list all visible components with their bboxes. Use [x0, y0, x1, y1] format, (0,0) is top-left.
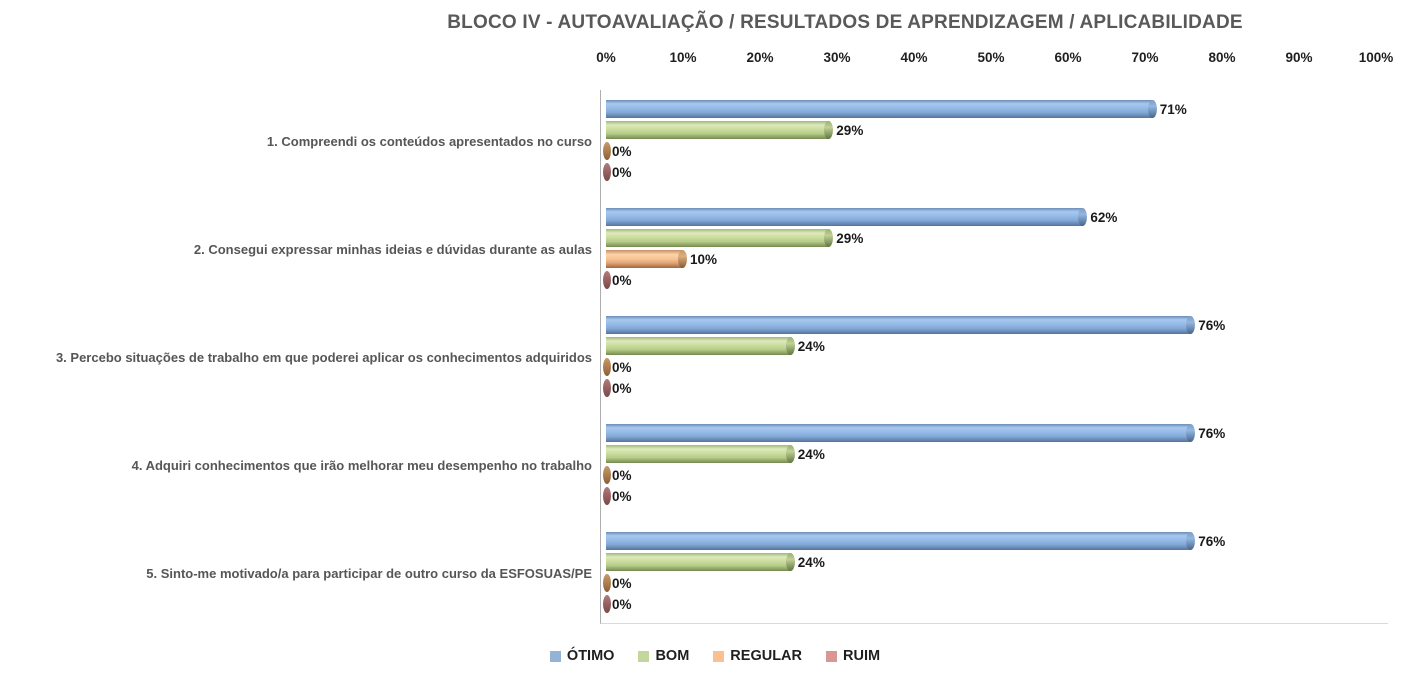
x-axis-tick: 40%	[900, 50, 928, 65]
bar-ruim	[603, 163, 611, 181]
category-label: 1. Compreendi os conteúdos apresentados …	[266, 134, 592, 149]
bar-data-label: 0%	[612, 489, 632, 504]
bar-end-cap	[1147, 100, 1157, 118]
legend-label: BOM	[655, 648, 690, 664]
x-axis-tick: 100%	[1358, 50, 1394, 65]
bar-data-label: 29%	[836, 231, 864, 246]
x-axis: 0% 10% 20% 30% 40% 50% 60% 70% 80% 90% 100%	[0, 50, 1415, 70]
legend-swatch	[826, 650, 837, 662]
bar-data-label: 71%	[1159, 102, 1187, 117]
bar-end-cap	[824, 121, 834, 139]
bar-bom	[606, 553, 795, 571]
bar-ruim	[603, 595, 611, 613]
bar-data-label: 0%	[612, 273, 632, 288]
bar-ótimo	[606, 100, 1157, 118]
category-axis: 1. Compreendi os conteúdos apresentados …	[5, 90, 592, 623]
bar-data-label: 76%	[1198, 318, 1226, 333]
bar-data-label: 76%	[1198, 534, 1226, 549]
bar-end-cap	[824, 229, 834, 247]
bar-bom	[606, 337, 795, 355]
bar-data-label: 24%	[797, 555, 825, 570]
x-axis-tick: 30%	[823, 50, 851, 65]
bar-ruim	[603, 379, 611, 397]
bar-data-label: 0%	[612, 576, 632, 591]
x-axis-tick: 20%	[746, 50, 774, 65]
bar-regular	[603, 358, 611, 376]
bar-ótimo	[606, 208, 1088, 226]
bar-data-label: 0%	[612, 165, 632, 180]
bar-end-cap	[1186, 532, 1196, 550]
bar-end-cap	[785, 337, 795, 355]
bar-regular	[603, 466, 611, 484]
x-axis-tick: 70%	[1131, 50, 1159, 65]
legend-item-ruim: RUIM	[826, 648, 880, 664]
x-axis-tick: 10%	[669, 50, 697, 65]
plot-area: 71% 29% 0% 0% 62% 29% 10% 0% 76% 24% 0% 0% 76% 24% 0% 0…	[600, 90, 1388, 624]
x-axis-tick: 80%	[1208, 50, 1236, 65]
bar-data-label: 24%	[797, 447, 825, 462]
bar-end-cap	[1078, 208, 1088, 226]
bar-end-cap	[785, 445, 795, 463]
bar-data-label: 10%	[690, 252, 718, 267]
bar-end-cap	[1186, 424, 1196, 442]
bar-ótimo	[606, 532, 1196, 550]
bar-data-label: 76%	[1198, 426, 1226, 441]
bar-data-label: 0%	[612, 597, 632, 612]
legend-label: REGULAR	[730, 648, 802, 664]
bar-data-label: 24%	[797, 339, 825, 354]
category-label: 5. Sinto-me motivado/a para participar d…	[146, 566, 592, 581]
bar-regular	[603, 142, 611, 160]
bar-regular	[606, 250, 687, 268]
bar-bom	[606, 445, 795, 463]
legend-label: ÓTIMO	[566, 648, 615, 664]
bar-bom	[606, 229, 834, 247]
bar-ruim	[603, 271, 611, 289]
bar-ruim	[603, 487, 611, 505]
bar-data-label: 0%	[612, 381, 632, 396]
bar-bom	[606, 121, 834, 139]
bar-data-label: 0%	[612, 468, 632, 483]
x-axis-tick: 0%	[596, 50, 616, 65]
legend-item-ótimo: ÓTIMO	[549, 648, 615, 664]
legend-swatch	[549, 650, 561, 662]
bar-ótimo	[606, 316, 1196, 334]
category-label: 2. Consegui expressar minhas ideias e dú…	[193, 242, 592, 257]
bar-end-cap	[1186, 316, 1196, 334]
chart-title: BLOCO IV - AUTOAVALIAÇÃO / RESULTADOS DE…	[447, 12, 1243, 33]
legend-label: RUIM	[843, 648, 881, 664]
bar-end-cap	[785, 553, 795, 571]
bar-data-label: 62%	[1090, 210, 1118, 225]
bar-data-label: 0%	[612, 360, 632, 375]
bar-end-cap	[678, 250, 687, 268]
legend-item-bom: BOM	[638, 648, 689, 664]
legend-item-regular: REGULAR	[713, 648, 802, 664]
bar-data-label: 0%	[612, 144, 632, 159]
bar-data-label: 29%	[836, 123, 864, 138]
category-label: 4. Adquiri conhecimentos que irão melhor…	[131, 458, 592, 473]
category-label: 3. Percebo situações de trabalho em que …	[55, 350, 592, 365]
legend-swatch	[638, 650, 650, 662]
x-axis-tick: 50%	[977, 50, 1005, 65]
legend: ÓTIMO BOM REGULAR RUIM	[15, 645, 1415, 667]
legend-swatch	[713, 650, 725, 662]
bar-ótimo	[606, 424, 1196, 442]
bar-regular	[603, 574, 611, 592]
x-axis-tick: 90%	[1285, 50, 1313, 65]
x-axis-tick: 60%	[1054, 50, 1082, 65]
